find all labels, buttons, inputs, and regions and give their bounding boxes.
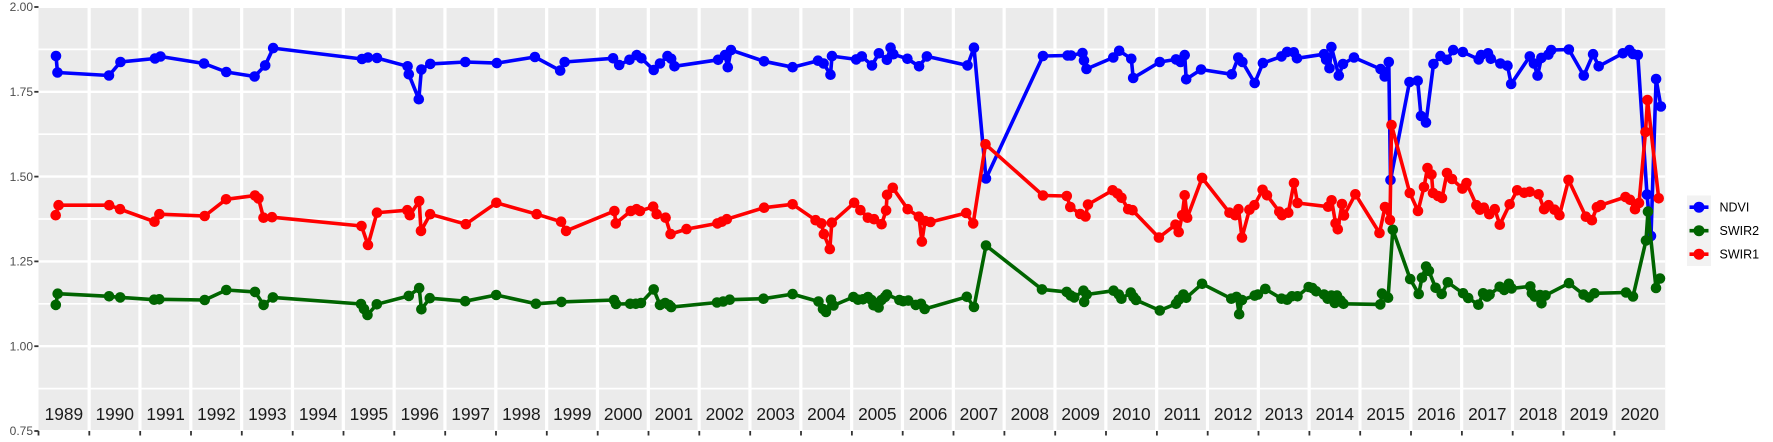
svg-text:SWIR1: SWIR1 <box>1720 248 1760 262</box>
svg-text:1997: 1997 <box>451 404 489 424</box>
svg-text:0.75: 0.75 <box>10 424 34 438</box>
svg-text:2016: 2016 <box>1417 404 1455 424</box>
svg-text:2008: 2008 <box>1011 404 1049 424</box>
svg-text:2020: 2020 <box>1621 404 1659 424</box>
svg-text:NDVI: NDVI <box>1720 201 1750 215</box>
svg-text:2010: 2010 <box>1112 404 1150 424</box>
svg-text:1999: 1999 <box>553 404 591 424</box>
svg-text:2007: 2007 <box>960 404 998 424</box>
svg-text:2014: 2014 <box>1316 404 1355 424</box>
svg-text:1.75: 1.75 <box>10 85 34 99</box>
svg-text:2009: 2009 <box>1061 404 1099 424</box>
svg-text:2002: 2002 <box>706 404 744 424</box>
svg-text:1.25: 1.25 <box>10 255 34 269</box>
svg-text:1993: 1993 <box>248 404 286 424</box>
svg-text:2018: 2018 <box>1519 404 1557 424</box>
svg-text:2012: 2012 <box>1214 404 1252 424</box>
svg-text:SWIR2: SWIR2 <box>1720 224 1760 238</box>
svg-text:1992: 1992 <box>197 404 235 424</box>
svg-text:1994: 1994 <box>299 404 338 424</box>
svg-text:2000: 2000 <box>604 404 642 424</box>
svg-text:2015: 2015 <box>1366 404 1404 424</box>
svg-text:1995: 1995 <box>350 404 388 424</box>
svg-text:2.00: 2.00 <box>10 0 34 14</box>
svg-text:2005: 2005 <box>858 404 896 424</box>
svg-text:1996: 1996 <box>401 404 439 424</box>
svg-text:2013: 2013 <box>1265 404 1303 424</box>
svg-text:2011: 2011 <box>1164 404 1201 424</box>
svg-text:2006: 2006 <box>909 404 947 424</box>
svg-text:2003: 2003 <box>756 404 794 424</box>
svg-text:1.00: 1.00 <box>10 339 34 353</box>
svg-text:1991: 1991 <box>146 404 184 424</box>
svg-text:1998: 1998 <box>502 404 540 424</box>
svg-text:1989: 1989 <box>45 404 83 424</box>
svg-text:2019: 2019 <box>1570 404 1608 424</box>
svg-text:1.50: 1.50 <box>10 170 34 184</box>
svg-text:2004: 2004 <box>807 404 846 424</box>
svg-text:1990: 1990 <box>96 404 134 424</box>
svg-text:2017: 2017 <box>1468 404 1506 424</box>
svg-text:2001: 2001 <box>655 404 693 424</box>
